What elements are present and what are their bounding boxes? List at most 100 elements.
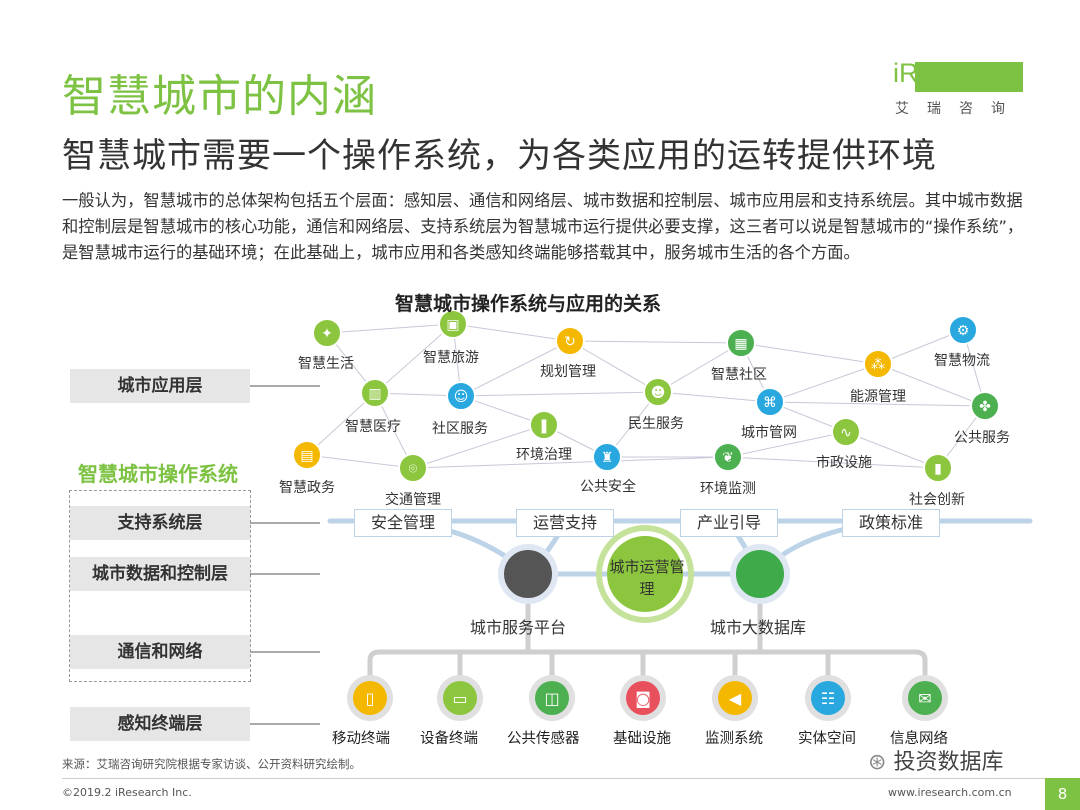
- user-group-icon: ☺: [446, 381, 476, 411]
- app-label: 环境治理: [516, 447, 572, 463]
- bottle-icon: ❚: [529, 410, 559, 440]
- handshake-icon: ✤: [970, 391, 1000, 421]
- svg-text:◙: ◙: [635, 689, 651, 708]
- core-nodes: [498, 525, 790, 623]
- svg-text:☺: ☺: [454, 389, 469, 405]
- svg-text:⌘: ⌘: [763, 395, 777, 411]
- terminal-label: 监测系统: [705, 731, 763, 747]
- app-icons: ✦ ▣ ↻ ▦ ⁂ ⚙ ▥ ☺ ☻ ⌘ ✤ ▤ ❚ ♜ ∿ ⌾ ❦ ▮: [292, 309, 1000, 483]
- page-subtitle: 智慧城市需要一个操作系统，为各类应用的运转提供环境: [62, 136, 937, 176]
- website-link[interactable]: www.iresearch.com.cn: [888, 786, 1012, 799]
- os-title: 智慧城市操作系统: [78, 462, 238, 486]
- svg-text:▣: ▣: [446, 317, 459, 333]
- svg-text:▤: ▤: [300, 448, 313, 464]
- core-right-label: 城市大数据库: [710, 618, 807, 637]
- layer-leader-lines: [250, 385, 320, 725]
- terminal-label: 基础设施: [613, 731, 671, 747]
- users-icon: ☷: [805, 675, 851, 721]
- laptop-icon: ▭: [437, 675, 483, 721]
- operation-center-node: [607, 536, 683, 612]
- layer-label-sensor: 感知终端层: [70, 707, 250, 741]
- svg-text:▮: ▮: [934, 461, 942, 477]
- svg-text:♜: ♜: [601, 450, 614, 466]
- core-center-label: 城市运营管理: [609, 558, 685, 598]
- app-label: 交通管理: [385, 492, 441, 508]
- mail-icon: ✉: [902, 675, 948, 721]
- app-label: 能源管理: [850, 389, 906, 405]
- location-icon: ⌾: [398, 453, 428, 483]
- footer-divider: [62, 778, 1077, 779]
- nodes-icon: ⁂: [863, 349, 893, 379]
- page-title: 智慧城市的内涵: [62, 71, 377, 122]
- core-left-label: 城市服务平台: [470, 618, 567, 637]
- big-data-node: [730, 544, 790, 604]
- terminal-icons: ▯ ▭ ◫ ◙ ◀ ☷ ✉: [347, 675, 948, 721]
- monitor-icon: ◫: [529, 675, 575, 721]
- leaf-icon: ❦: [713, 442, 743, 472]
- app-label: 智慧社区: [711, 367, 767, 383]
- building-icon: ▦: [726, 328, 756, 358]
- refresh-icon: ↻: [555, 326, 585, 356]
- network-icon: ⌘: [755, 387, 785, 417]
- svg-text:▦: ▦: [734, 336, 747, 352]
- document-icon: ▤: [292, 440, 322, 470]
- copyright: ©2019.2 iResearch Inc.: [62, 786, 192, 799]
- svg-text:▭: ▭: [452, 689, 467, 708]
- svg-text:⁂: ⁂: [871, 357, 885, 373]
- page-number: 8: [1045, 778, 1080, 810]
- app-label: 智慧生活: [298, 356, 354, 372]
- svg-text:▥: ▥: [368, 386, 381, 402]
- app-label: 智慧旅游: [423, 350, 479, 366]
- watermark-text: 投资数据库: [893, 750, 1004, 775]
- app-label: 城市管网: [741, 425, 797, 441]
- people-icon: ☻: [643, 377, 673, 407]
- svg-text:◫: ◫: [544, 689, 559, 708]
- operation-ring-outer: [596, 525, 694, 623]
- app-label: 智慧政务: [279, 480, 335, 496]
- terminal-label: 信息网络: [890, 731, 948, 747]
- layer-label-data: 城市数据和控制层: [70, 557, 250, 591]
- svg-text:✦: ✦: [321, 326, 333, 342]
- city-icon: ▥: [360, 378, 390, 408]
- iresearch-logo: iResearch 艾瑞咨询: [893, 58, 1025, 124]
- layer-label-support: 支持系统层: [70, 506, 250, 540]
- svg-text:☷: ☷: [821, 689, 835, 708]
- app-label: 智慧物流: [934, 353, 990, 369]
- app-label: 规划管理: [540, 364, 596, 380]
- svg-text:↻: ↻: [564, 334, 576, 350]
- terminal-label: 公共传感器: [507, 731, 580, 747]
- logo-text: iResearch: [893, 58, 1015, 88]
- extinguisher-icon: ♜: [592, 442, 622, 472]
- svg-text:✤: ✤: [979, 399, 991, 415]
- mobile-icon: ▯: [347, 675, 393, 721]
- svg-text:❦: ❦: [722, 450, 734, 466]
- gift-box-icon: ▣: [438, 309, 468, 339]
- support-box-industry: 产业引导: [680, 509, 778, 537]
- app-label: 公共安全: [580, 479, 636, 495]
- os-dashed-box: [69, 490, 251, 682]
- svg-text:∿: ∿: [840, 425, 852, 441]
- lightbulb-icon: ✦: [312, 318, 342, 348]
- svg-text:❚: ❚: [538, 418, 550, 434]
- source-note: 来源：艾瑞咨询研究院根据专家访谈、公开资料研究绘制。: [62, 757, 361, 771]
- wechat-icon: ⊛: [868, 750, 887, 775]
- service-platform-node: [498, 544, 558, 604]
- svg-text:▯: ▯: [366, 689, 375, 708]
- logo-subtext: 艾瑞咨询: [895, 101, 1023, 117]
- phone-icon: ◙: [620, 675, 666, 721]
- app-label: 市政设施: [816, 455, 872, 471]
- logo-bar: [915, 62, 1023, 92]
- support-box-security: 安全管理: [354, 509, 452, 537]
- support-box-operation: 运营支持: [516, 509, 614, 537]
- watermark: ⊛ 投资数据库: [868, 744, 1003, 776]
- pulse-icon: ∿: [831, 417, 861, 447]
- svg-text:☻: ☻: [651, 385, 666, 401]
- svg-text:◀: ◀: [729, 689, 742, 708]
- terminal-label: 设备终端: [420, 731, 478, 747]
- intro-paragraph: 一般认为，智慧城市的总体架构包括五个层面：感知层、通信和网络层、城市数据和控制层…: [62, 191, 1024, 262]
- app-label: 公共服务: [954, 430, 1010, 446]
- svg-text:✉: ✉: [918, 689, 931, 708]
- svg-text:⚙: ⚙: [957, 323, 970, 339]
- diagram-title: 智慧城市操作系统与应用的关系: [395, 293, 662, 315]
